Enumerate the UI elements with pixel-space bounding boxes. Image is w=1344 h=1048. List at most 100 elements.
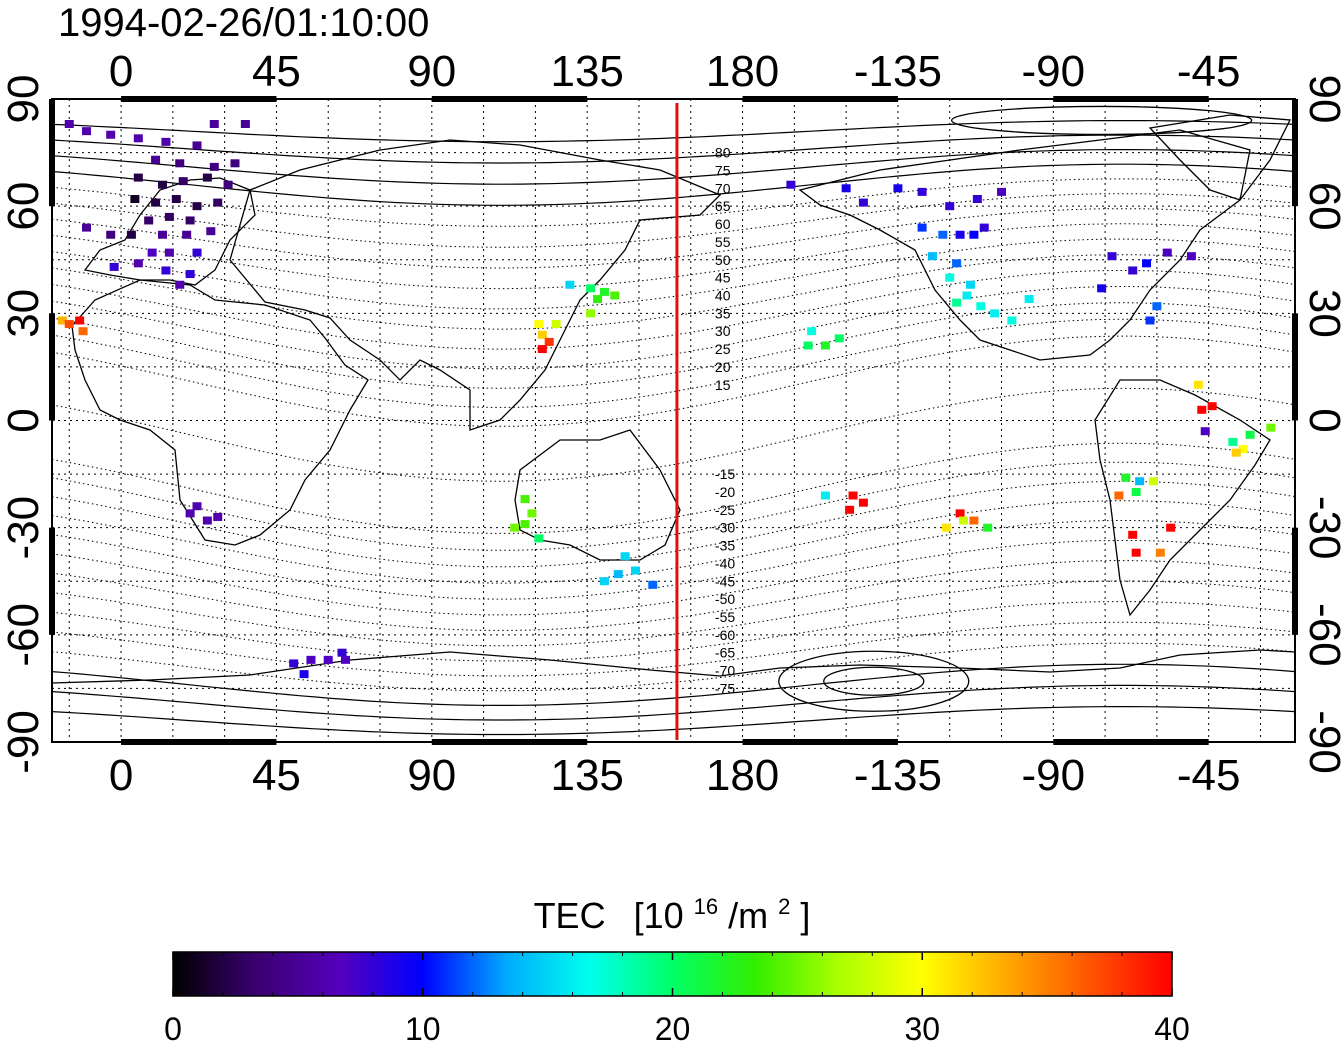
tec-point [990,309,1000,318]
tec-point [537,330,547,339]
mag-lat-contour [52,663,1295,706]
lon-tick-label-top: 180 [706,47,779,96]
lon-tick-label-bottom: -45 [1177,751,1241,800]
tec-point [337,648,347,657]
tec-point [133,173,143,182]
tec-point [157,230,167,239]
map-timestamp-title: 1994-02-26/01:10:00 [58,1,429,45]
tec-point [106,130,116,139]
tec-station-points [57,120,1276,679]
coastline-outlines [52,114,1295,684]
tec-point [955,509,965,518]
tec-point [858,198,868,207]
colorbar-tick-label: 30 [904,1011,940,1047]
tec-point [945,202,955,211]
contour-label: 45 [715,270,731,286]
tec-point [133,259,143,268]
tec-point [917,223,927,232]
tec-point [1152,302,1162,311]
tec-point [1238,445,1248,454]
tec-point [565,280,575,289]
mag-lat-contour [52,684,1295,721]
tec-point [192,248,202,257]
contour-label: 65 [715,198,731,214]
contour-label: 70 [715,180,731,196]
contour-label: 20 [715,359,731,375]
tec-point [1142,259,1152,268]
tec-point [202,516,212,525]
tec-point [1024,295,1034,304]
coast-greenland [1148,114,1292,201]
tec-point [1128,530,1138,539]
lat-tick-label-right: -90 [1300,710,1344,774]
colorbar-unit-prefix: [10 [634,895,684,936]
contour-label: -15 [715,466,735,482]
tec-point [955,230,965,239]
tec-point [340,655,350,664]
tec-point [893,184,903,193]
frame-bar-top [1053,96,1209,102]
tec-point [845,505,855,514]
tec-point [240,120,250,129]
tec-point [213,198,223,207]
contour-label: 30 [715,323,731,339]
tec-point [979,223,989,232]
contour-label: -70 [715,663,735,679]
lon-tick-label-top: -135 [854,47,942,96]
tec-point [1162,248,1172,257]
tec-point [820,491,830,500]
mag-lat-contour [52,149,1295,185]
lat-ticks-left: 90 60 30 0 -30 -60 -90 [0,75,48,774]
contour-label: -60 [715,627,735,643]
mag-lat-contour [52,223,1295,290]
lon-tick-label-bottom: 0 [109,751,133,800]
tec-point [945,273,955,282]
contour-label: -35 [715,538,735,554]
tec-point [952,298,962,307]
tec-point [534,534,544,543]
lat-lon-grid [52,99,1295,742]
tec-point [1166,523,1176,532]
tec-point [171,195,181,204]
tec-point [807,327,817,336]
tec-point [1128,266,1138,275]
frame-bar-bottom [742,739,898,745]
lat-tick-label-right: -60 [1300,603,1344,667]
tec-point [959,516,969,525]
mag-lat-contour [52,163,1295,206]
tec-point [175,159,185,168]
tec-point [82,127,92,136]
tec-point [192,502,202,511]
tec-point [941,523,951,532]
tec-point [192,141,202,150]
tec-point [299,670,309,679]
north-pole-contour [950,105,1253,136]
tec-point [586,284,596,293]
lon-tick-label-top: -90 [1022,47,1086,96]
tec-point [126,230,136,239]
tec-point [78,327,88,336]
tec-point [599,577,609,586]
frame-bar-top [742,96,898,102]
tec-point [133,134,143,143]
mag-lat-contour [52,178,1295,227]
mag-lat-contour [52,540,1295,616]
coast-asia [229,139,722,431]
tec-point [834,334,844,343]
lat-tick-label-left: 60 [0,182,48,231]
frame-bar-top [431,96,588,102]
tec-point [306,655,316,664]
tec-point [157,180,167,189]
tec-point [1155,548,1165,557]
lat-tick-label-left: 0 [0,408,48,432]
lon-tick-label-top: 45 [252,47,301,96]
tec-point [537,345,547,354]
tec-point [1197,405,1207,414]
tec-point [178,177,188,186]
coast-south-america [1094,379,1271,617]
tec-point [551,320,561,329]
frame-bar-bottom [431,739,588,745]
tec-point [520,520,530,529]
colorbar-tick-label: 10 [405,1011,441,1047]
tec-point [1131,548,1141,557]
